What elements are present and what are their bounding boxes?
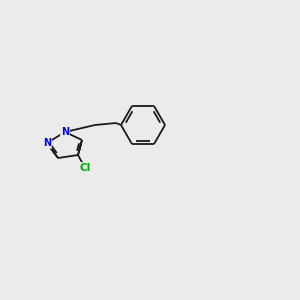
Text: Cl: Cl [80,163,91,173]
Text: N: N [61,127,69,137]
Text: N: N [43,138,51,148]
